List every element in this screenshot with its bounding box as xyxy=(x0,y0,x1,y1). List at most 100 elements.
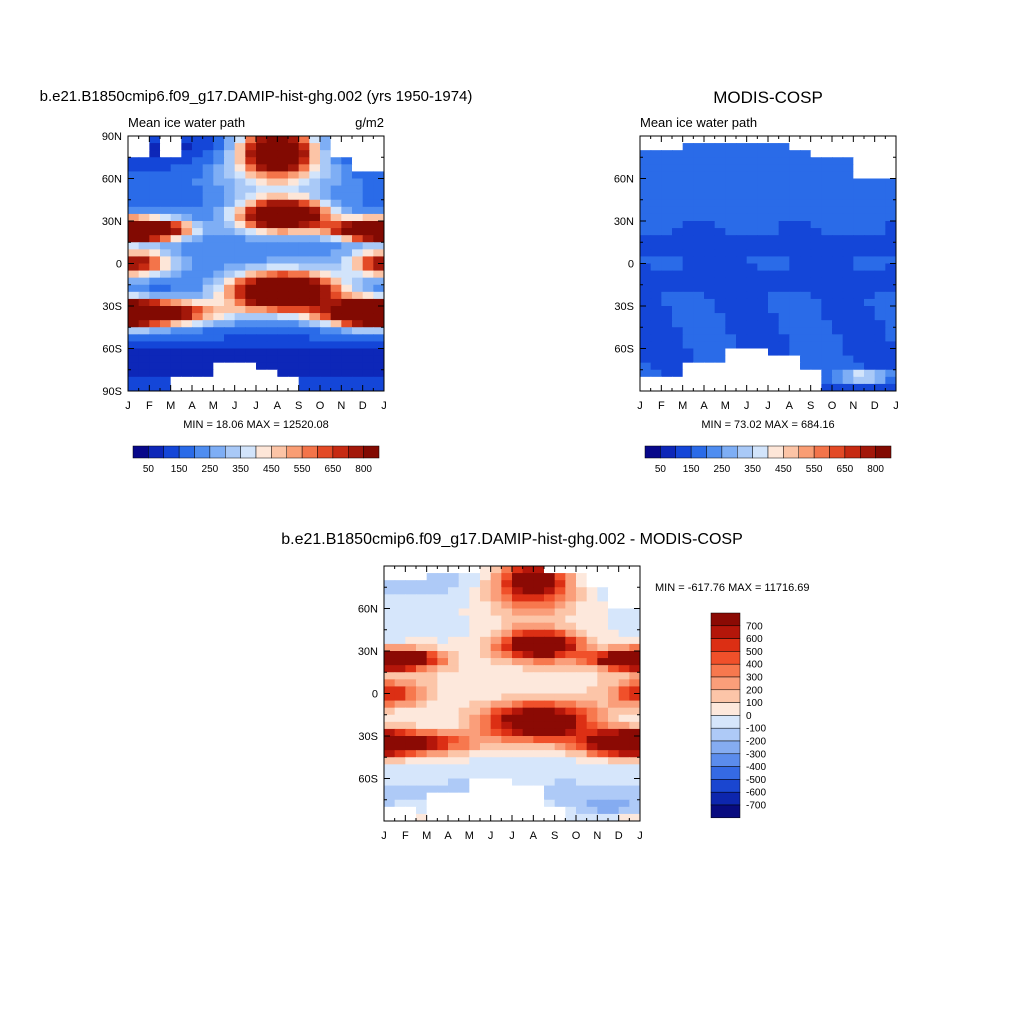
heatmap-cell xyxy=(384,806,396,815)
heatmap-cell xyxy=(597,615,609,624)
heatmap-cell xyxy=(885,185,896,194)
heatmap-cell xyxy=(885,206,896,215)
heatmap-cell xyxy=(586,750,598,758)
heatmap-cell xyxy=(128,213,140,222)
heatmap-cell xyxy=(330,143,342,151)
heatmap-cell xyxy=(874,284,886,293)
heatmap-cell xyxy=(266,298,278,307)
heatmap-cell xyxy=(501,679,513,688)
heatmap-cell xyxy=(170,228,182,236)
heatmap-cell xyxy=(565,573,577,581)
heatmap-cell xyxy=(565,778,577,787)
heatmap-cell xyxy=(789,313,801,321)
heatmap-cell xyxy=(746,376,758,385)
heatmap-cell xyxy=(693,320,705,328)
heatmap-cell xyxy=(714,221,726,229)
heatmap-cell xyxy=(448,658,460,666)
heatmap-cell xyxy=(416,736,428,744)
heatmap-cell xyxy=(672,362,684,371)
heatmap-cell xyxy=(629,608,640,617)
heatmap-cell xyxy=(714,291,726,300)
heatmap-cell xyxy=(288,277,300,286)
heatmap-cell xyxy=(298,178,310,187)
heatmap-cell xyxy=(682,256,694,265)
heatmap-cell xyxy=(842,171,854,180)
heatmap-cell xyxy=(405,714,417,723)
heatmap-cell xyxy=(522,707,534,716)
heatmap-cell xyxy=(576,629,588,638)
heatmap-cell xyxy=(266,136,278,144)
heatmap-cell xyxy=(469,573,481,581)
heatmap-cell xyxy=(234,263,246,272)
heatmap-cell xyxy=(650,362,662,371)
heatmap-cell xyxy=(714,136,726,144)
heatmap-cell xyxy=(885,341,896,350)
heatmap-cell xyxy=(810,298,822,307)
heatmap-cell xyxy=(768,348,780,357)
heatmap-cell xyxy=(202,263,214,272)
heatmap-cell xyxy=(650,270,662,279)
heatmap-cell xyxy=(682,221,694,229)
heatmap-cell xyxy=(170,327,182,335)
heatmap-cell xyxy=(277,369,289,378)
heatmap-cell xyxy=(202,171,214,180)
heatmap-cell xyxy=(170,157,182,165)
heatmap-cell xyxy=(298,235,310,243)
heatmap-cell xyxy=(704,185,716,194)
heatmap-cell xyxy=(437,615,449,624)
heatmap-cell xyxy=(768,213,780,222)
heatmap-cell xyxy=(501,799,513,808)
heatmap-cell xyxy=(586,622,598,631)
heatmap-cell xyxy=(373,334,384,343)
heatmap-cell xyxy=(608,665,620,673)
heatmap-cell xyxy=(256,270,268,279)
heatmap-cell xyxy=(330,242,342,250)
heatmap-cell xyxy=(480,792,492,801)
heatmap-cell xyxy=(597,636,609,645)
heatmap-cell xyxy=(320,277,332,286)
heatmap-cell xyxy=(554,813,566,821)
heatmap-cell xyxy=(640,263,652,272)
colorbar-swatch xyxy=(710,676,741,691)
heatmap-cell xyxy=(693,242,705,250)
heatmap-cell xyxy=(853,150,865,158)
heatmap-cell xyxy=(266,199,278,208)
heatmap-cell xyxy=(288,150,300,158)
heatmap-cell xyxy=(533,686,545,695)
heatmap-cell xyxy=(704,270,716,279)
heatmap-cell xyxy=(160,284,172,293)
heatmap-cell xyxy=(757,313,769,321)
heatmap-cell xyxy=(437,622,449,631)
heatmap-cell xyxy=(736,235,748,243)
heatmap-cell xyxy=(800,369,812,378)
heatmap-cell xyxy=(234,199,246,208)
heatmap-cell xyxy=(384,700,396,709)
heatmap-cell xyxy=(202,164,214,173)
heatmap-cell xyxy=(373,235,384,243)
heatmap-cell xyxy=(437,764,449,773)
heatmap-cell xyxy=(298,298,310,307)
heatmap-cell xyxy=(640,249,652,258)
heatmap-cell xyxy=(234,355,246,364)
heatmap-cell xyxy=(672,334,684,343)
heatmap-cell xyxy=(704,199,716,208)
colorbar-swatch xyxy=(240,445,257,459)
heatmap-cell xyxy=(586,771,598,780)
heatmap-cell xyxy=(320,306,332,314)
heatmap-cell xyxy=(533,806,545,815)
heatmap-cell xyxy=(576,672,588,680)
heatmap-cell xyxy=(256,355,268,364)
heatmap-cell xyxy=(778,178,790,187)
heatmap-cell xyxy=(405,615,417,624)
heatmap-cell xyxy=(341,213,353,222)
heatmap-cell xyxy=(266,313,278,321)
heatmap-cell xyxy=(789,136,801,144)
x-tick-label: O xyxy=(316,400,325,412)
heatmap-cell xyxy=(160,334,172,343)
heatmap-cell xyxy=(277,256,289,265)
heatmap-cell xyxy=(320,178,332,187)
heatmap-cell xyxy=(341,270,353,279)
heatmap-cell xyxy=(586,665,598,673)
heatmap-cell xyxy=(714,206,726,215)
